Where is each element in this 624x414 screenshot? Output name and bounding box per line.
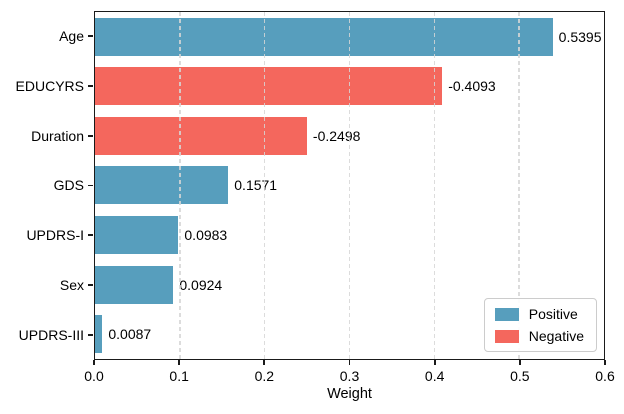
- y-tick-updrs-iii: [88, 334, 93, 336]
- x-axis: 0.0 0.1 0.2 0.3 0.4 0.5 0.6: [84, 360, 615, 402]
- y-label-gds: GDS: [53, 177, 84, 194]
- gridline-0.2: [263, 12, 266, 359]
- x-tick-label-0.3: 0.3: [339, 368, 360, 384]
- x-tick-mark-0.4: [433, 360, 436, 365]
- bar-row-duration: -0.2498: [95, 111, 604, 161]
- x-tick-label-0.5: 0.5: [510, 368, 530, 384]
- x-tick-label-0.0: 0.0: [84, 368, 104, 384]
- bar-row-sex: 0.0924: [95, 260, 604, 310]
- bar-educyrs: [95, 67, 443, 106]
- bar-row-educyrs: -0.4093: [95, 62, 604, 112]
- bar-duration: [95, 116, 307, 155]
- bar-value-updrs-i: 0.0983: [184, 227, 228, 244]
- x-tick-label-0.6: 0.6: [595, 368, 615, 384]
- y-label-educyrs: EDUCYRS: [15, 77, 84, 94]
- bar-row-age: 0.5395: [95, 12, 604, 62]
- bar-gds: [95, 166, 229, 205]
- bar-value-educyrs: -0.4093: [448, 78, 496, 95]
- bars-container: 0.5395 -0.4093 -0.2498 0.1571 0.0983 0.0924 0.…: [95, 12, 604, 359]
- bar-row-updrs-i: 0.0983: [95, 210, 604, 260]
- legend-label-positive: Positive: [528, 306, 578, 322]
- bar-value-updrs-iii: 0.0087: [108, 326, 152, 343]
- plot-area: 0.5395 -0.4093 -0.2498 0.1571 0.0983 0.0924 0.…: [94, 11, 605, 360]
- bar-value-sex: 0.0924: [179, 276, 223, 293]
- y-axis-labels: Age EDUCYRS Duration GDS UPDRS-I Sex UPDRS-III: [0, 11, 84, 360]
- y-tick-age: [88, 35, 93, 37]
- y-label-age: Age: [59, 27, 84, 44]
- legend-label-negative: Negative: [528, 328, 584, 344]
- y-tick-duration: [88, 134, 93, 137]
- x-tick-mark-0.2: [263, 360, 266, 365]
- x-axis-title: Weight: [327, 386, 372, 402]
- y-label-sex: Sex: [59, 277, 84, 294]
- bar-sex: [95, 265, 174, 304]
- y-tick-educyrs: [88, 84, 93, 87]
- y-label-updrs-iii: UPDRS-III: [18, 327, 84, 344]
- gridline-0.3: [348, 12, 351, 359]
- x-tick-mark-0.5: [518, 360, 521, 365]
- bar-row-gds: 0.1571: [95, 161, 604, 211]
- bar-row-updrs-iii: 0.0087: [95, 309, 604, 359]
- x-tick-label-0.2: 0.2: [254, 368, 275, 384]
- x-tick-label-0.1: 0.1: [169, 368, 189, 384]
- x-tick-mark-0.6: [604, 360, 606, 365]
- legend-entry-positive: Positive: [494, 306, 584, 322]
- legend-swatch-positive: [494, 307, 519, 321]
- gridline-0.5: [518, 12, 520, 359]
- x-tick-mark-0.3: [348, 360, 351, 365]
- y-label-updrs-i: UPDRS-I: [26, 227, 84, 244]
- y-tick-sex: [88, 284, 93, 287]
- legend-swatch-negative: [494, 329, 519, 343]
- y-label-duration: Duration: [31, 127, 84, 144]
- x-tick-label-0.4: 0.4: [424, 368, 445, 384]
- bar-age: [95, 17, 553, 56]
- gridline-0.4: [433, 12, 436, 359]
- x-tick-mark-0.0: [93, 360, 95, 365]
- bar-value-gds: 0.1571: [234, 177, 278, 194]
- gridline-0.1: [179, 12, 181, 359]
- legend: Positive Negative: [483, 298, 597, 352]
- bar-updrs-iii: [95, 315, 103, 354]
- y-tick-updrs-i: [88, 234, 93, 237]
- bar-value-duration: -0.2498: [312, 127, 361, 144]
- legend-entry-negative: Negative: [494, 328, 584, 344]
- x-tick-mark-0.1: [178, 360, 181, 365]
- bar-value-age: 0.5395: [558, 28, 602, 45]
- y-tick-gds: [88, 184, 93, 187]
- bar-updrs-i: [95, 216, 179, 255]
